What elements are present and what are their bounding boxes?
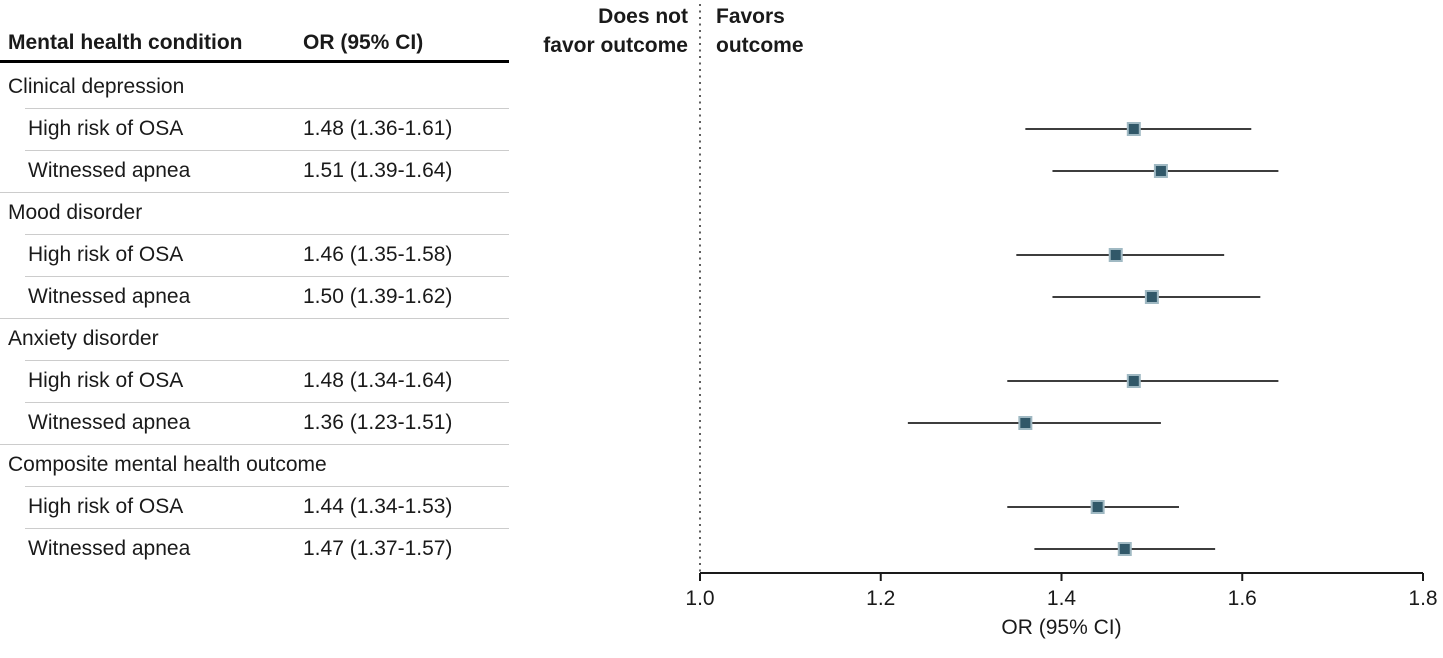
table-item-row: High risk of OSA 1.46 (1.35-1.58) [0,234,512,276]
row-or-value: 1.48 (1.34-1.64) [303,369,453,392]
table-group-row: Mood disorder [0,192,512,234]
row-separator [25,108,509,109]
table-item-row: Witnessed apnea 1.51 (1.39-1.64) [0,150,512,192]
or-marker [1018,416,1033,430]
row-label: Composite mental health outcome [8,453,327,476]
table-item-row: Witnessed apnea 1.47 (1.37-1.57) [0,528,512,570]
or-marker [1090,500,1105,514]
row-separator [25,486,509,487]
row-label: Witnessed apnea [28,537,191,560]
row-separator [25,528,509,529]
row-or-value: 1.51 (1.39-1.64) [303,159,453,182]
row-separator [0,444,509,445]
row-label: Anxiety disorder [8,327,159,350]
label-line: favor outcome [543,34,688,57]
row-or-value: 1.48 (1.36-1.61) [303,117,453,140]
row-separator [25,276,509,277]
row-label: High risk of OSA [28,243,184,266]
row-label: Witnessed apnea [28,285,191,308]
x-axis-tick-label: 1.8 [1408,587,1437,610]
row-or-value: 1.46 (1.35-1.58) [303,243,453,266]
x-axis-tick-label: 1.2 [866,587,895,610]
x-axis-tick-label: 1.0 [685,587,714,610]
table-group-row: Composite mental health outcome [0,444,512,486]
row-separator [25,402,509,403]
label-line: Favors [716,5,785,28]
or-marker [1144,290,1159,304]
row-separator [0,192,509,193]
x-axis-tick-label: 1.6 [1228,587,1257,610]
row-label: High risk of OSA [28,369,184,392]
table-group-row: Clinical depression [0,66,512,108]
row-label: Witnessed apnea [28,411,191,434]
x-axis-label: OR (95% CI) [1001,616,1122,639]
row-label: Witnessed apnea [28,159,191,182]
table-item-row: Witnessed apnea 1.50 (1.39-1.62) [0,276,512,318]
row-label: Mood disorder [8,201,143,224]
label-line: outcome [716,34,804,57]
table-header-condition: Mental health condition [8,31,243,54]
row-or-value: 1.44 (1.34-1.53) [303,495,453,518]
label-does-not-favor-outcome: Does not favor outcome [543,2,688,60]
row-separator [25,360,509,361]
row-separator [0,318,509,319]
or-marker [1126,122,1141,136]
or-marker [1153,164,1168,178]
row-or-value: 1.50 (1.39-1.62) [303,285,453,308]
row-label: Clinical depression [8,75,185,98]
row-separator [25,234,509,235]
table-item-row: High risk of OSA 1.48 (1.34-1.64) [0,360,512,402]
or-marker [1108,248,1123,262]
or-marker [1117,542,1132,556]
x-axis-tick-label: 1.4 [1047,587,1077,610]
row-separator [25,150,509,151]
row-label: High risk of OSA [28,495,184,518]
table-item-row: Witnessed apnea 1.36 (1.23-1.51) [0,402,512,444]
table-group-row: Anxiety disorder [0,318,512,360]
header-rule [0,60,509,63]
row-or-value: 1.47 (1.37-1.57) [303,537,453,560]
or-marker [1126,374,1141,388]
table-header-or: OR (95% CI) [303,31,424,54]
label-line: Does not [598,5,688,28]
label-favors-outcome: Favors outcome [716,2,804,60]
table-item-row: High risk of OSA 1.48 (1.36-1.61) [0,108,512,150]
table-item-row: High risk of OSA 1.44 (1.34-1.53) [0,486,512,528]
row-or-value: 1.36 (1.23-1.51) [303,411,453,434]
row-label: High risk of OSA [28,117,184,140]
